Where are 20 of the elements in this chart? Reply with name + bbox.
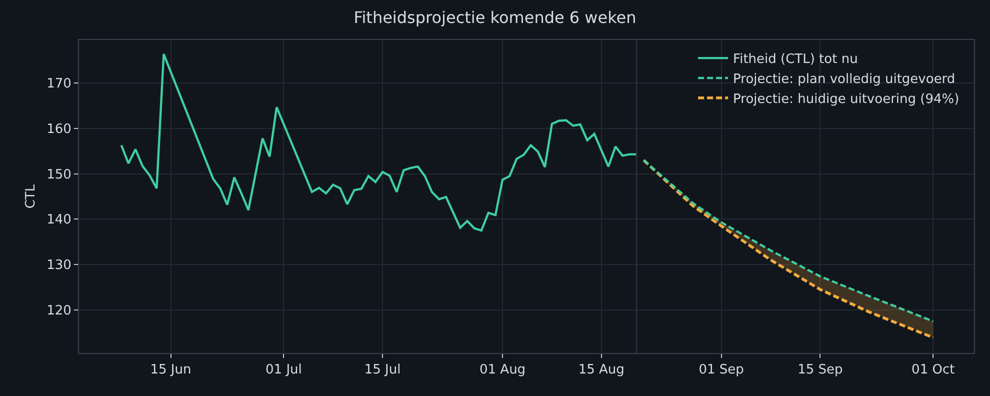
x-tick-label: 01 Oct — [912, 362, 955, 378]
y-tick-label: 170 — [46, 76, 72, 92]
x-tick-label: 01 Sep — [698, 362, 744, 378]
legend-label: Fitheid (CTL) tot nu — [733, 52, 858, 68]
legend-label: Projectie: plan volledig uitgevoerd — [733, 72, 956, 88]
x-tick-label: 01 Aug — [480, 362, 526, 378]
y-tick-label: 140 — [46, 212, 72, 228]
x-tick-label: 15 Aug — [578, 362, 624, 378]
y-tick-label: 120 — [46, 303, 72, 318]
x-tick-label: 15 Jun — [150, 362, 192, 378]
y-tick-label: 160 — [46, 122, 72, 138]
y-tick-label: 130 — [46, 258, 72, 274]
x-tick-label: 15 Sep — [798, 362, 843, 378]
y-tick-label: 150 — [46, 167, 72, 182]
x-tick-label: 01 Jul — [266, 362, 302, 378]
y-axis-title: CTL — [24, 184, 39, 209]
chart-title: Fitheidsprojectie komende 6 weken — [354, 8, 636, 28]
x-tick-label: 15 Jul — [364, 362, 401, 378]
line-series — [120, 52, 638, 232]
legend-label: Projectie: huidige uitvoering (94%) — [733, 92, 960, 107]
